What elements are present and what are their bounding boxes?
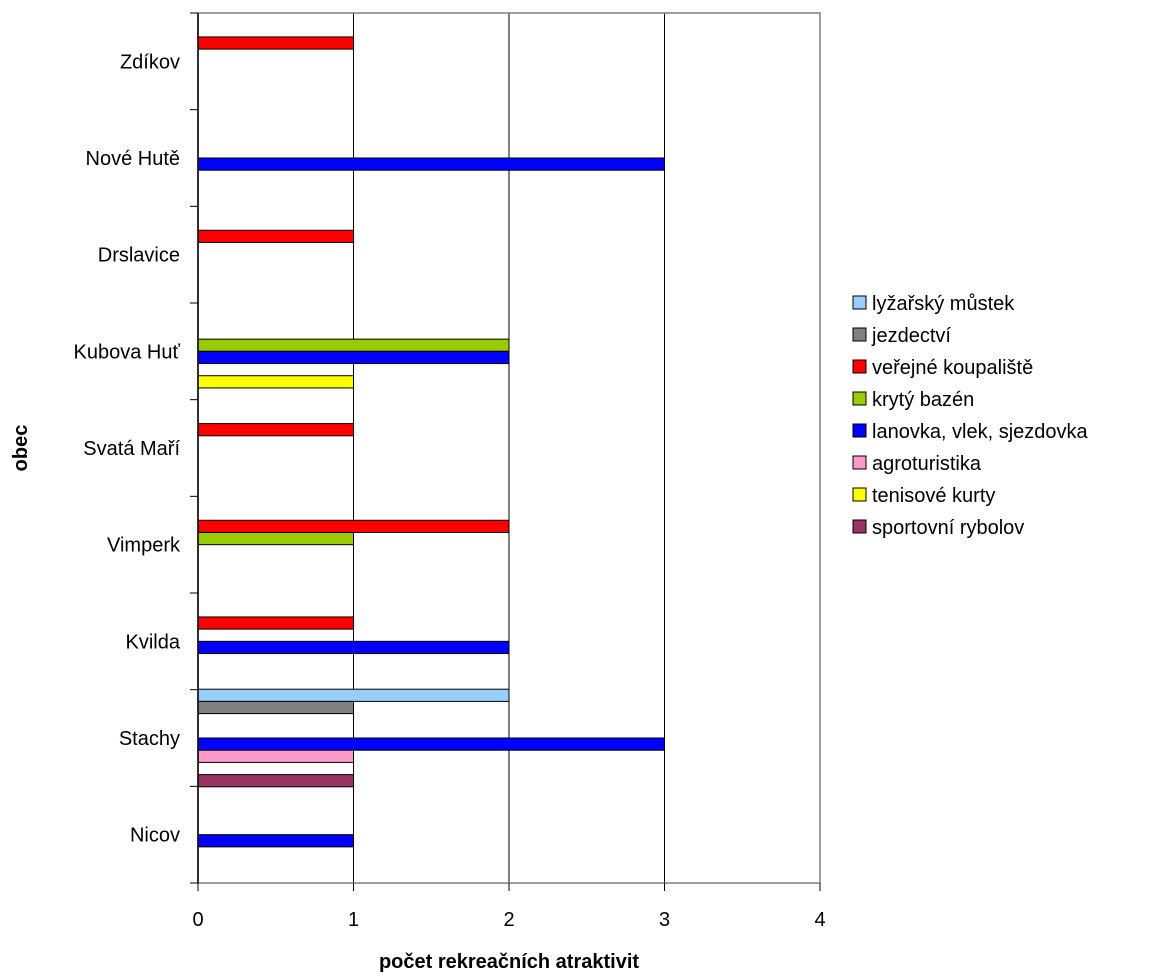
y-tick-label: Nicov — [130, 825, 180, 847]
bar — [197, 640, 510, 655]
bar — [197, 229, 354, 243]
bar — [197, 700, 354, 715]
bar — [197, 531, 354, 546]
bar — [197, 519, 510, 533]
bar — [197, 688, 510, 702]
bar — [197, 423, 354, 437]
bar — [197, 350, 510, 365]
bar — [197, 157, 665, 171]
legend-swatch — [852, 295, 867, 310]
x-axis-title: počet rekreačních atraktivit — [379, 951, 639, 973]
y-tick-label: Kvilda — [126, 631, 181, 653]
y-axis-title: obec — [10, 425, 32, 472]
legend-label: veřejné koupaliště — [872, 357, 1033, 379]
x-tick-label: 4 — [814, 909, 825, 931]
y-tick-label: Vimperk — [107, 535, 181, 557]
legend-label: jezdectví — [871, 325, 951, 347]
x-tick-label: 1 — [348, 909, 359, 931]
legend-label: agroturistika — [872, 453, 982, 475]
x-tick-label: 3 — [659, 909, 670, 931]
y-tick-label: Nové Hutě — [86, 148, 181, 170]
axes — [190, 12, 821, 891]
bar — [197, 338, 510, 352]
bar — [197, 774, 354, 788]
legend-swatch — [852, 487, 867, 502]
legend: lyžařský můstek jezdectví veřejné koupališ… — [852, 293, 1089, 539]
legend-label: lyžařský můstek — [872, 293, 1015, 315]
legend-swatch — [852, 455, 867, 470]
bar — [197, 749, 354, 763]
bar — [197, 834, 354, 848]
bar — [197, 36, 354, 50]
y-tick-label: Svatá Maří — [83, 438, 180, 460]
legend-label: krytý bazén — [872, 389, 974, 411]
legend-swatch — [852, 327, 867, 342]
bar — [197, 375, 354, 389]
x-tick-labels: 0 1 2 3 4 — [192, 909, 825, 931]
y-tick-label: Zdíkov — [120, 51, 180, 73]
legend-swatch — [852, 391, 867, 406]
y-tick-label: Drslavice — [98, 245, 180, 267]
x-tick-label: 0 — [192, 909, 203, 931]
legend-swatch — [852, 519, 867, 534]
legend-label: sportovní rybolov — [872, 517, 1024, 539]
x-tick-label: 2 — [503, 909, 514, 931]
legend-label: tenisové kurty — [872, 485, 995, 507]
legend-label: lanovka, vlek, sjezdovka — [872, 421, 1089, 443]
y-tick-label: Kubova Huť — [74, 341, 181, 363]
legend-swatch — [852, 359, 867, 374]
bar — [197, 737, 665, 751]
y-tick-label: Stachy — [119, 728, 180, 750]
legend-swatch — [852, 423, 867, 438]
y-tick-labels: Nicov Stachy Kvilda Vimperk Svatá Maří Kubova… — [74, 51, 181, 846]
bar — [197, 616, 354, 630]
